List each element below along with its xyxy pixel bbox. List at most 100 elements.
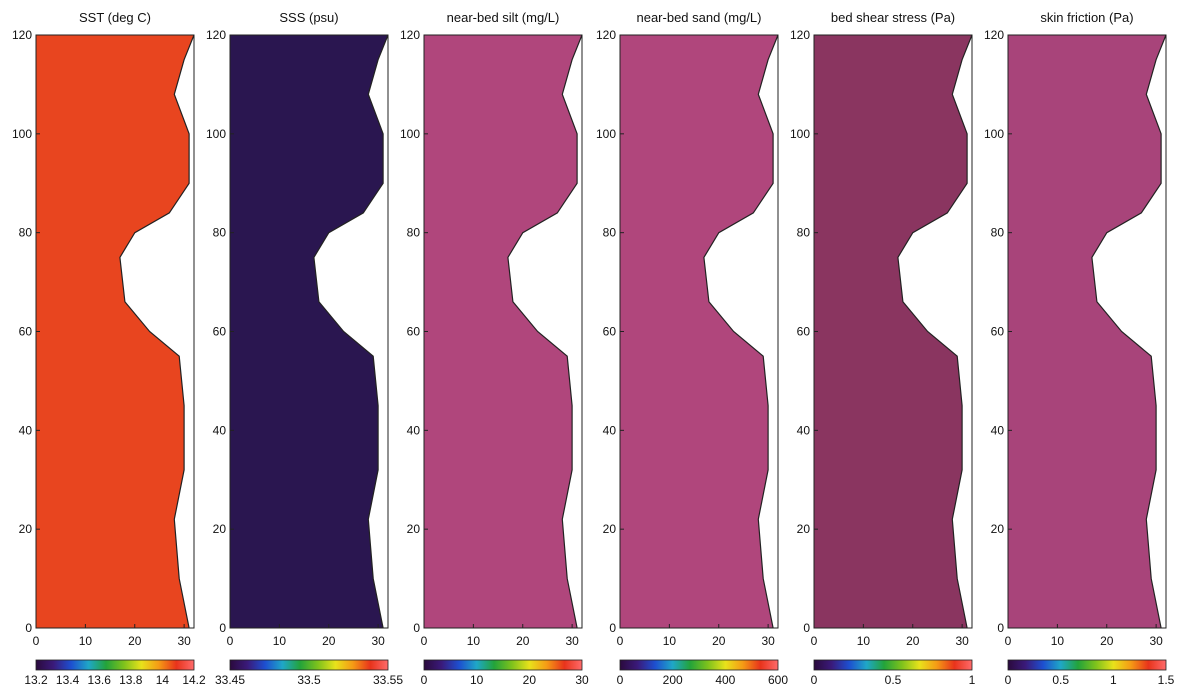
colorbar-tick-label: 14.2 <box>182 673 206 687</box>
colorbar-tick-label: 30 <box>575 673 589 687</box>
y-tick-label: 60 <box>991 325 1005 339</box>
colorbar-tick-label: 0.5 <box>885 673 902 687</box>
x-tick-label: 0 <box>33 634 40 648</box>
y-tick-label: 80 <box>797 226 811 240</box>
colorbar-tick-label: 13.2 <box>24 673 48 687</box>
colorbar-tick-label: 1.5 <box>1158 673 1175 687</box>
y-tick-label: 40 <box>603 423 617 437</box>
colorbar-tick-label: 13.8 <box>119 673 143 687</box>
colorbar-tick-label: 33.5 <box>297 673 321 687</box>
y-tick-label: 100 <box>790 127 810 141</box>
colorbar-tick-label: 20 <box>523 673 537 687</box>
x-tick-label: 10 <box>1051 634 1065 648</box>
colorbar-tick-label: 1 <box>969 673 976 687</box>
ocean-field <box>424 35 582 628</box>
y-tick-label: 120 <box>400 28 420 42</box>
colorbar-tick-label: 33.55 <box>373 673 403 687</box>
y-tick-label: 40 <box>19 423 33 437</box>
y-tick-label: 100 <box>984 127 1004 141</box>
x-tick-label: 20 <box>906 634 920 648</box>
y-tick-label: 20 <box>797 522 811 536</box>
colorbar-tick-label: 10 <box>470 673 484 687</box>
coastline <box>507 34 583 629</box>
coastline <box>1091 34 1167 629</box>
colorbar <box>1007 659 1167 671</box>
y-tick-label: 60 <box>213 325 227 339</box>
y-tick-label: 100 <box>596 127 616 141</box>
colorbar-tick-label: 13.6 <box>88 673 112 687</box>
y-tick-label: 0 <box>219 621 226 635</box>
y-tick-label: 80 <box>213 226 227 240</box>
colorbar-tick-label: 14 <box>156 673 170 687</box>
x-tick-label: 10 <box>273 634 287 648</box>
x-tick-label: 10 <box>857 634 871 648</box>
ocean-field <box>1008 35 1166 628</box>
colorbar-tick-label: 0 <box>1005 673 1012 687</box>
x-tick-label: 30 <box>177 634 191 648</box>
y-tick-label: 40 <box>991 423 1005 437</box>
panel-title: SST (deg C) <box>79 10 151 25</box>
x-tick-label: 20 <box>128 634 142 648</box>
y-tick-label: 0 <box>413 621 420 635</box>
y-tick-label: 120 <box>206 28 226 42</box>
y-tick-label: 60 <box>603 325 617 339</box>
panel-1: SST (deg C) 0 20 40 60 80 100 120 0 10 20 30 13.2 13.… <box>12 10 206 687</box>
y-tick-label: 120 <box>790 28 810 42</box>
x-tick-label: 20 <box>712 634 726 648</box>
colorbar-tick-label: 13.4 <box>56 673 80 687</box>
y-tick-label: 20 <box>991 522 1005 536</box>
colorbar <box>229 659 389 671</box>
x-tick-label: 0 <box>811 634 818 648</box>
coastline <box>897 34 973 629</box>
panel-title: near-bed sand (mg/L) <box>636 10 761 25</box>
y-tick-label: 80 <box>991 226 1005 240</box>
x-tick-label: 20 <box>516 634 530 648</box>
colorbar <box>35 659 195 671</box>
y-tick-label: 0 <box>803 621 810 635</box>
colorbar-tick-label: 0.5 <box>1052 673 1069 687</box>
ocean-field <box>620 35 778 628</box>
panel-2: SSS (psu) 0 20 40 60 80 100 120 0 10 20 30 33.45 33.5… <box>206 10 403 687</box>
y-tick-label: 120 <box>984 28 1004 42</box>
x-tick-label: 30 <box>565 634 579 648</box>
panel-title: near-bed silt (mg/L) <box>447 10 560 25</box>
colorbar <box>619 659 779 671</box>
x-tick-label: 10 <box>79 634 93 648</box>
y-tick-label: 120 <box>12 28 32 42</box>
panel-title: skin friction (Pa) <box>1040 10 1133 25</box>
y-tick-label: 80 <box>603 226 617 240</box>
colorbar <box>423 659 583 671</box>
y-tick-label: 80 <box>407 226 421 240</box>
x-tick-label: 20 <box>322 634 336 648</box>
colorbar-tick-label: 600 <box>768 673 788 687</box>
colorbar-tick-label: 33.45 <box>215 673 245 687</box>
y-tick-label: 100 <box>400 127 420 141</box>
y-tick-label: 0 <box>25 621 32 635</box>
y-tick-label: 60 <box>19 325 33 339</box>
x-tick-label: 30 <box>1149 634 1163 648</box>
colorbar <box>813 659 973 671</box>
x-tick-label: 0 <box>227 634 234 648</box>
colorbar-tick-label: 1 <box>1110 673 1117 687</box>
panel-title: SSS (psu) <box>279 10 338 25</box>
x-tick-label: 30 <box>761 634 775 648</box>
colorbar-tick-label: 200 <box>663 673 683 687</box>
colorbar-tick-label: 0 <box>421 673 428 687</box>
y-tick-label: 100 <box>206 127 226 141</box>
y-tick-label: 120 <box>596 28 616 42</box>
y-tick-label: 40 <box>213 423 227 437</box>
ocean-field <box>230 35 388 628</box>
x-tick-label: 10 <box>467 634 481 648</box>
y-tick-label: 0 <box>609 621 616 635</box>
y-tick-label: 80 <box>19 226 33 240</box>
y-tick-label: 20 <box>213 522 227 536</box>
y-tick-label: 100 <box>12 127 32 141</box>
y-tick-label: 40 <box>407 423 421 437</box>
x-tick-label: 30 <box>955 634 969 648</box>
ocean-field <box>814 35 972 628</box>
colorbar-tick-label: 400 <box>715 673 735 687</box>
